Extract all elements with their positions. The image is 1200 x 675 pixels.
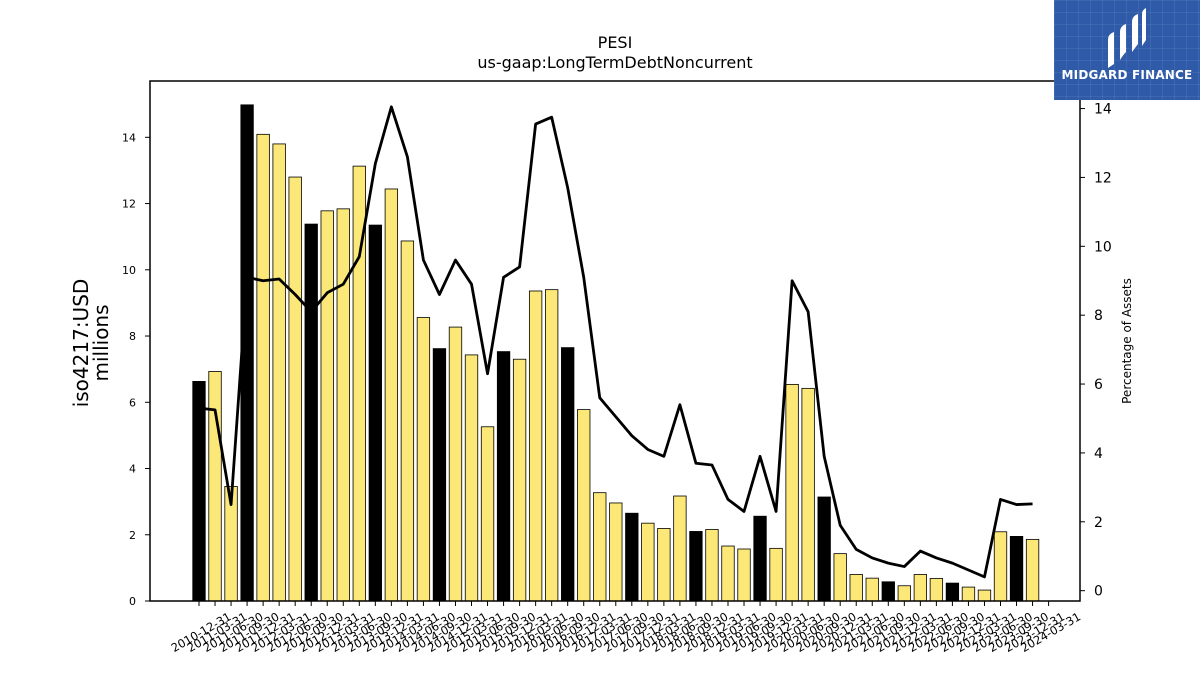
bar [737, 548, 751, 602]
bar [208, 371, 222, 602]
logo-text: MIDGARD FINANCE [1061, 68, 1193, 82]
bar [448, 326, 463, 602]
right-y-axis: 0 2 4 6 8 10 12 14 [1080, 102, 1112, 600]
bar [609, 502, 623, 602]
y-tick-label: 6 [129, 396, 136, 409]
y-tick-label: 8 [129, 330, 136, 343]
y-tick-label: 4 [129, 463, 136, 476]
y-axis-label-line2: millions [89, 304, 113, 381]
bar [865, 577, 879, 602]
bar [336, 208, 350, 602]
bar [945, 582, 960, 602]
y2-tick-label: 14 [1094, 102, 1112, 118]
bar [785, 383, 799, 602]
bar [625, 512, 639, 602]
plot-area [192, 104, 1040, 602]
bar [320, 210, 334, 602]
y-tick-label: 0 [129, 595, 136, 608]
bar [577, 409, 591, 602]
bar [256, 133, 270, 602]
y2-tick-label: 0 [1094, 584, 1103, 600]
bar [961, 586, 976, 602]
bar [913, 574, 927, 602]
bar [561, 347, 575, 602]
y-tick-label: 2 [129, 529, 136, 542]
bar [464, 354, 479, 602]
bar [817, 496, 831, 602]
y2-tick-label: 8 [1094, 308, 1103, 324]
bar [1025, 538, 1040, 602]
bar [496, 351, 511, 602]
y2-axis-label: Percentage of Assets [1120, 278, 1134, 404]
bar [721, 545, 735, 602]
bar [769, 547, 783, 602]
bar [384, 188, 399, 602]
y2-tick-label: 2 [1094, 515, 1103, 531]
bar [977, 589, 992, 602]
bar [689, 531, 703, 602]
bar [849, 574, 863, 602]
y2-tick-label: 12 [1094, 170, 1112, 186]
bar [833, 553, 847, 602]
left-y-axis: 0 2 4 6 8 10 12 14 [122, 131, 150, 608]
logo-background [1054, 0, 1200, 100]
y-tick-label: 14 [122, 131, 136, 144]
bar [528, 290, 543, 602]
bar [512, 358, 527, 602]
bar [288, 176, 302, 602]
logo-mark-icon [1108, 8, 1146, 68]
bar [1009, 536, 1024, 602]
bar [753, 515, 767, 602]
bar [480, 426, 495, 602]
bar [993, 531, 1008, 602]
bar [641, 522, 655, 602]
y-axis-label-line1: iso4217:USD [69, 279, 93, 408]
chart-title: PESI [598, 33, 633, 52]
plot-frame [149, 80, 1081, 602]
logo: MIDGARD FINANCE [1054, 0, 1200, 100]
bar [416, 317, 431, 602]
y-tick-label: 12 [122, 198, 136, 211]
y-tick-label: 10 [122, 264, 136, 277]
bar [801, 387, 815, 602]
bar [593, 492, 607, 602]
bar [400, 240, 415, 602]
x-axis: 2010-12-312011-03-312011-06-302011-09-30… [169, 601, 1083, 655]
bar [545, 289, 559, 602]
y2-tick-label: 10 [1094, 239, 1112, 255]
y2-tick-label: 6 [1094, 377, 1103, 393]
chart-subtitle: us-gaap:LongTermDebtNoncurrent [477, 53, 752, 72]
bar [881, 581, 895, 602]
percentage-line [198, 105, 1033, 579]
bar [929, 578, 944, 602]
bar [304, 223, 318, 602]
bar [272, 143, 286, 602]
bar [673, 495, 687, 602]
bar [657, 528, 671, 602]
y2-tick-label: 4 [1094, 446, 1103, 462]
bar [705, 529, 719, 602]
bar [897, 585, 911, 602]
bar [432, 348, 447, 602]
bar [368, 224, 382, 602]
bar [192, 381, 206, 602]
